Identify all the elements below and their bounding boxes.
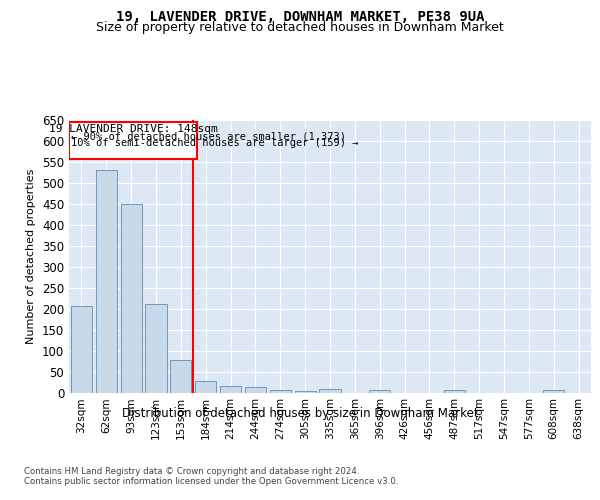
Text: 19 LAVENDER DRIVE: 148sqm: 19 LAVENDER DRIVE: 148sqm xyxy=(49,124,217,134)
Text: Contains public sector information licensed under the Open Government Licence v3: Contains public sector information licen… xyxy=(24,478,398,486)
Bar xyxy=(444,390,465,392)
Bar xyxy=(195,381,216,392)
FancyBboxPatch shape xyxy=(69,122,197,159)
Bar xyxy=(121,204,142,392)
Text: Size of property relative to detached houses in Downham Market: Size of property relative to detached ho… xyxy=(96,21,504,34)
Text: 19, LAVENDER DRIVE, DOWNHAM MARKET, PE38 9UA: 19, LAVENDER DRIVE, DOWNHAM MARKET, PE38… xyxy=(116,10,484,24)
Bar xyxy=(319,389,341,392)
Text: Distribution of detached houses by size in Downham Market: Distribution of detached houses by size … xyxy=(122,408,478,420)
Bar xyxy=(170,360,191,392)
Bar xyxy=(145,304,167,392)
Bar xyxy=(245,388,266,392)
Bar xyxy=(295,391,316,392)
Text: Contains HM Land Registry data © Crown copyright and database right 2024.: Contains HM Land Registry data © Crown c… xyxy=(24,468,359,476)
Bar xyxy=(270,390,291,392)
Bar xyxy=(96,170,117,392)
Bar xyxy=(220,386,241,392)
Bar xyxy=(543,390,564,392)
Text: ← 90% of detached houses are smaller (1,373): ← 90% of detached houses are smaller (1,… xyxy=(71,132,346,141)
Bar xyxy=(369,390,390,392)
Bar xyxy=(71,306,92,392)
Y-axis label: Number of detached properties: Number of detached properties xyxy=(26,168,37,344)
Text: 10% of semi-detached houses are larger (159) →: 10% of semi-detached houses are larger (… xyxy=(71,138,359,148)
